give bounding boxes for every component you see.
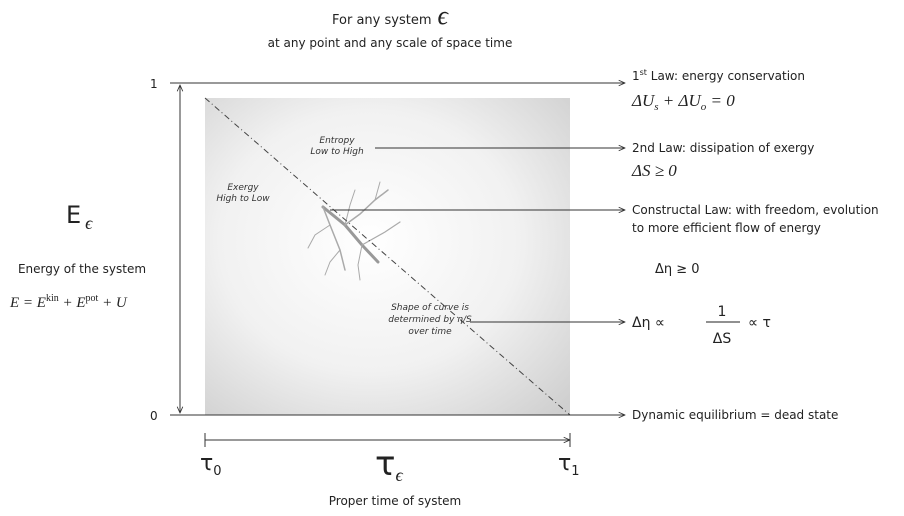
constructal-equation: Δη ≥ 0	[655, 262, 700, 277]
tau-sub: 1	[571, 464, 579, 479]
eq-sub: s	[654, 101, 658, 113]
eq-sub: o	[701, 101, 707, 113]
energy-E: E	[66, 201, 81, 229]
second-law: 2nd Law: dissipation of exergy	[632, 141, 814, 155]
eq-part: = 0	[706, 91, 735, 110]
eq-part: + ΔU	[659, 91, 703, 110]
y-top-label: 1	[150, 77, 158, 91]
label-line: Entropy	[319, 136, 355, 146]
formula-part: + U	[98, 295, 128, 311]
time-end: τ1	[558, 451, 580, 479]
law-text: Law: energy conservation	[647, 69, 805, 83]
fraction-numerator: 1	[718, 304, 727, 320]
law-text: 1	[632, 69, 640, 83]
tau: τ	[375, 444, 395, 484]
label-line: Low to High	[310, 147, 364, 157]
diagonal-curve	[204, 97, 571, 416]
constructal-law: to more efficient flow of energy	[632, 221, 821, 235]
second-law-equation: ΔS ≥ 0	[631, 161, 677, 180]
first-law: 1st Law: energy conservation	[632, 68, 805, 83]
label-line: determined by η/S	[388, 315, 472, 325]
law-sup: st	[640, 68, 647, 77]
dead-state: Dynamic equilibrium = dead state	[632, 408, 838, 422]
formula-sup: pot	[86, 293, 99, 304]
energy-formula: E = Ekin + Epot + U	[9, 293, 128, 311]
tau-sub: ϵ	[395, 465, 403, 485]
label-line: Exergy	[227, 183, 259, 193]
entropy-label: Entropy Low to High	[310, 136, 364, 157]
time-label: Proper time of system	[329, 494, 461, 508]
header-text: For any system	[332, 13, 431, 28]
tau: τ	[558, 451, 571, 476]
first-law-equation: ΔUs + ΔUo = 0	[631, 91, 735, 113]
header-symbol: ϵ	[438, 1, 450, 30]
formula-part: E = E	[9, 295, 46, 311]
tau: τ	[200, 451, 213, 476]
header-line1: For any system ϵ	[332, 1, 449, 30]
energy-label: Energy of the system	[18, 262, 146, 276]
energy-sub: ϵ	[85, 213, 93, 233]
time-symbol: τϵ	[375, 444, 403, 485]
eta-relation: Δη ∝	[632, 315, 665, 331]
shape-label: Shape of curve is determined by η/S over t…	[388, 303, 472, 337]
y-bottom-label: 0	[150, 409, 158, 423]
header-line2: at any point and any scale of space time	[268, 36, 513, 50]
tau-sub: 0	[213, 464, 221, 479]
label-line: Shape of curve is	[391, 303, 469, 313]
constructal-law: Constructal Law: with freedom, evolution	[632, 203, 879, 217]
exergy-label: Exergy High to Low	[216, 183, 270, 204]
formula-sup: kin	[46, 293, 59, 304]
formula-part: + E	[59, 295, 86, 311]
eq-part: ΔU	[631, 91, 656, 110]
fraction-denominator: ΔS	[713, 331, 732, 347]
eta-relation-tail: ∝ τ	[748, 315, 771, 331]
label-line: over time	[408, 327, 452, 337]
constructal-tree	[307, 181, 401, 281]
time-start: τ0	[200, 451, 222, 479]
label-line: High to Low	[216, 194, 270, 204]
